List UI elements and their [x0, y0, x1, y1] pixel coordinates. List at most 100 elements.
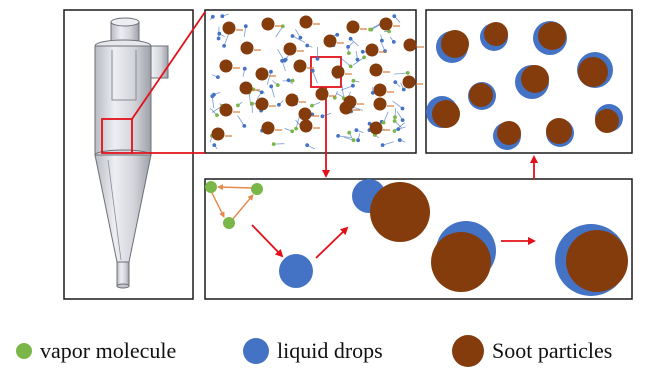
vapor-molecule — [205, 181, 217, 193]
liquid-droplet — [346, 45, 350, 49]
vapor-link — [341, 85, 345, 99]
soot-particle — [369, 63, 383, 77]
vapor-cluster — [205, 181, 263, 229]
vapor-molecule — [405, 71, 410, 75]
vapor-link — [292, 35, 306, 43]
soot-particle — [299, 119, 313, 133]
soot-particle — [211, 127, 225, 141]
liquid-droplet — [348, 36, 353, 41]
cyclone-separator — [94, 17, 169, 289]
vapor-molecule — [393, 115, 397, 119]
arrow-condensation — [251, 224, 284, 258]
liquid-droplet — [355, 57, 360, 62]
soot-full-coat — [555, 224, 628, 296]
cyclone-vortex-finder — [111, 50, 137, 101]
liquid-droplet — [220, 14, 225, 19]
soot-particle — [379, 17, 393, 31]
soot-particle — [346, 20, 360, 34]
soot-particle — [578, 57, 608, 87]
soot-particle — [239, 81, 253, 95]
soot-particle — [323, 34, 337, 48]
soot-particle — [339, 101, 353, 115]
vapor-molecule — [310, 103, 314, 108]
soot-particle — [261, 17, 275, 31]
brown-circle-icon — [452, 335, 484, 367]
zoom-connector-top — [131, 11, 206, 120]
liquid-droplet — [259, 90, 264, 95]
liquid-droplet — [370, 91, 375, 95]
vapor-molecule — [290, 129, 295, 134]
vapor-molecule — [351, 78, 356, 83]
liquid-droplet — [298, 35, 303, 40]
vapor-molecule — [215, 113, 219, 117]
vapor-molecule — [369, 27, 374, 32]
vapor-link — [394, 122, 405, 132]
liquid-droplet — [210, 14, 215, 19]
liquid-droplet — [380, 143, 385, 148]
vapor-molecule — [236, 103, 240, 108]
vapor-molecule — [392, 129, 397, 133]
liquid-droplet — [242, 124, 247, 128]
legend-vapor: vapor molecule — [16, 334, 176, 368]
vapor-link — [217, 184, 254, 191]
liquid-droplet — [242, 66, 247, 71]
vapor-molecule — [275, 83, 280, 87]
vapor-molecule — [348, 64, 353, 69]
soot-particle — [283, 42, 297, 56]
vapor-molecule — [223, 217, 235, 229]
vapor-link — [270, 86, 275, 98]
liquid-droplet — [310, 68, 315, 73]
vapor-link — [266, 71, 272, 85]
liquid-droplet — [396, 127, 401, 131]
liquid-droplet — [212, 92, 216, 97]
vapor-molecule — [362, 55, 366, 60]
liquid-droplet — [217, 31, 222, 36]
soot-particle — [365, 43, 379, 57]
soot-particle — [293, 59, 307, 73]
vapor-link — [382, 141, 395, 146]
cyclone-outlet-rim — [110, 17, 140, 27]
soot-particle — [299, 15, 313, 29]
liquid-droplet — [269, 69, 273, 74]
soot-particle — [403, 38, 417, 52]
soot-particle — [331, 65, 345, 79]
vapor-molecule — [250, 101, 254, 106]
vapor-link — [223, 32, 230, 47]
zoom-highlights — [101, 11, 342, 154]
soot-particle — [566, 230, 628, 292]
soot-particle — [538, 22, 566, 50]
liquid-droplet — [277, 102, 281, 107]
liquid-droplet — [360, 49, 365, 54]
vapor-link — [340, 57, 351, 67]
vapor-molecule — [332, 95, 337, 100]
liquid-droplet — [216, 36, 221, 41]
liquid-droplet — [222, 44, 227, 48]
liquid-droplet — [351, 83, 355, 88]
vapor-molecule — [392, 119, 397, 123]
soot-particle — [369, 121, 383, 135]
drop-soot-collision — [352, 179, 430, 242]
liquid-droplet — [315, 56, 320, 61]
soot-particle — [370, 182, 430, 242]
vapor-link — [312, 70, 318, 84]
vapor-molecule — [290, 78, 295, 83]
soot-particle — [431, 232, 491, 292]
soot-particle — [373, 83, 387, 97]
liquid-droplet — [400, 118, 405, 122]
soot-particle — [222, 21, 236, 35]
vapor-molecule — [347, 51, 351, 55]
liquid-droplet — [380, 38, 384, 43]
liquid-droplet — [269, 84, 274, 89]
vapor-link — [340, 85, 354, 91]
legend-liquid: liquid drops — [243, 334, 383, 368]
liquid-droplet — [290, 34, 295, 38]
liquid-droplet — [401, 87, 406, 92]
soot-particle — [255, 97, 269, 111]
vapor-link — [295, 117, 300, 129]
soot-particle — [255, 67, 269, 81]
vapor-link — [210, 190, 225, 218]
soot-particle — [521, 65, 549, 93]
cyclone-zoom-box — [101, 118, 133, 154]
soot-particle — [285, 93, 299, 107]
